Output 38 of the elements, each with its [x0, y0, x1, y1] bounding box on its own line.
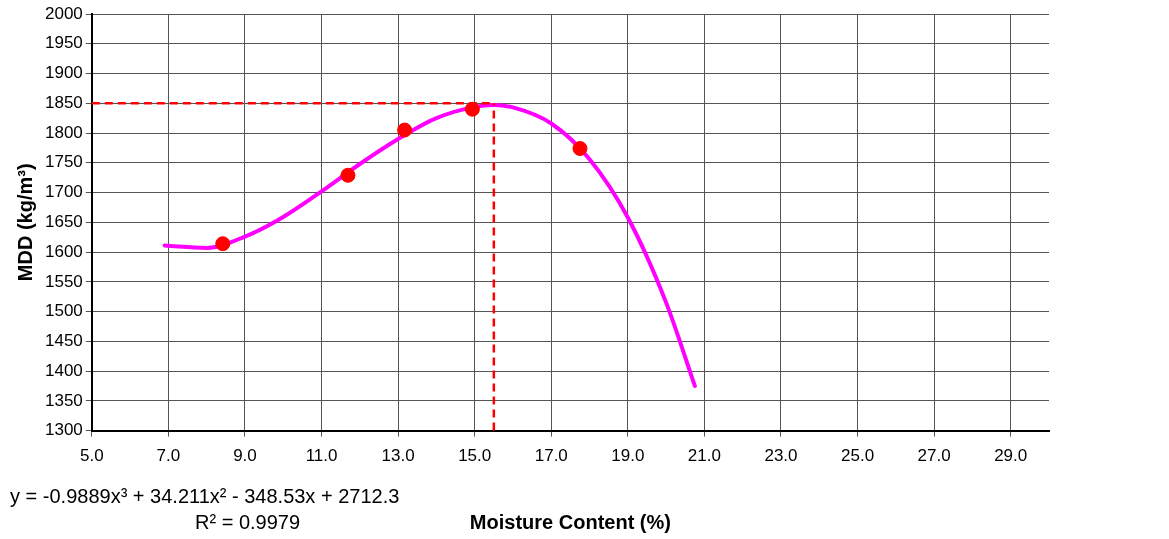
y-tick-label: 1450 — [44, 331, 83, 351]
x-tick-label: 5.0 — [80, 446, 104, 466]
x-tick-label: 15.0 — [458, 446, 492, 466]
y-tick-label: 1600 — [44, 241, 83, 261]
x-tick-label: 11.0 — [305, 446, 338, 466]
x-tick-label: 23.0 — [764, 446, 798, 466]
y-tick-label: 1900 — [44, 63, 83, 83]
y-tick-label: 1550 — [44, 271, 83, 291]
x-tick-label: 13.0 — [381, 446, 415, 466]
point — [215, 236, 231, 252]
y-tick-label: 1950 — [44, 33, 83, 53]
x-tick-label: 17.0 — [534, 446, 568, 466]
y-tick-label: 1750 — [44, 152, 83, 172]
y-tick-label: 1650 — [44, 211, 83, 231]
text: R² = 0.9979 — [195, 510, 301, 533]
y-tick-label: 1400 — [44, 360, 83, 380]
y-tick-label: 1850 — [44, 92, 83, 112]
x-tick-label: 19.0 — [611, 446, 645, 466]
point — [397, 122, 413, 138]
point — [340, 167, 356, 183]
text: y = -0.9889x³ + 34.211x² - 348.53x + 2712.3 — [10, 484, 400, 507]
x-tick-label: 27.0 — [917, 446, 951, 466]
point — [572, 141, 588, 156]
x-tick-label: 7.0 — [156, 446, 181, 466]
y-tick-label: 1350 — [44, 390, 83, 410]
point — [464, 101, 480, 117]
y-tick-label: 1300 — [44, 420, 83, 440]
y-tick-label: 1700 — [44, 182, 83, 202]
y-axis-title: MDD (kg/m³) — [13, 163, 36, 282]
y-tick-label: 2000 — [44, 3, 83, 23]
line-series — [162, 103, 697, 388]
x-tick-label: 29.0 — [994, 446, 1028, 466]
x-axis-title: Moisture Content (%) — [469, 510, 671, 533]
x-tick-label: 9.0 — [233, 446, 257, 466]
y-tick-label: 1500 — [44, 301, 83, 321]
y-tick-label: 1800 — [44, 122, 83, 142]
x-tick-label: 21.0 — [687, 446, 721, 466]
x-tick-label: 25.0 — [841, 446, 875, 466]
